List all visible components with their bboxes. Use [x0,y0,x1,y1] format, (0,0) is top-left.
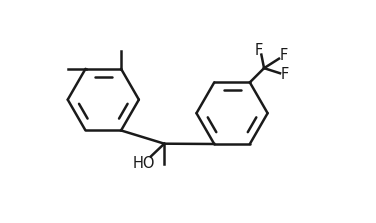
Text: F: F [255,43,263,58]
Text: F: F [281,67,289,83]
Text: HO: HO [133,156,155,171]
Text: F: F [280,48,288,63]
